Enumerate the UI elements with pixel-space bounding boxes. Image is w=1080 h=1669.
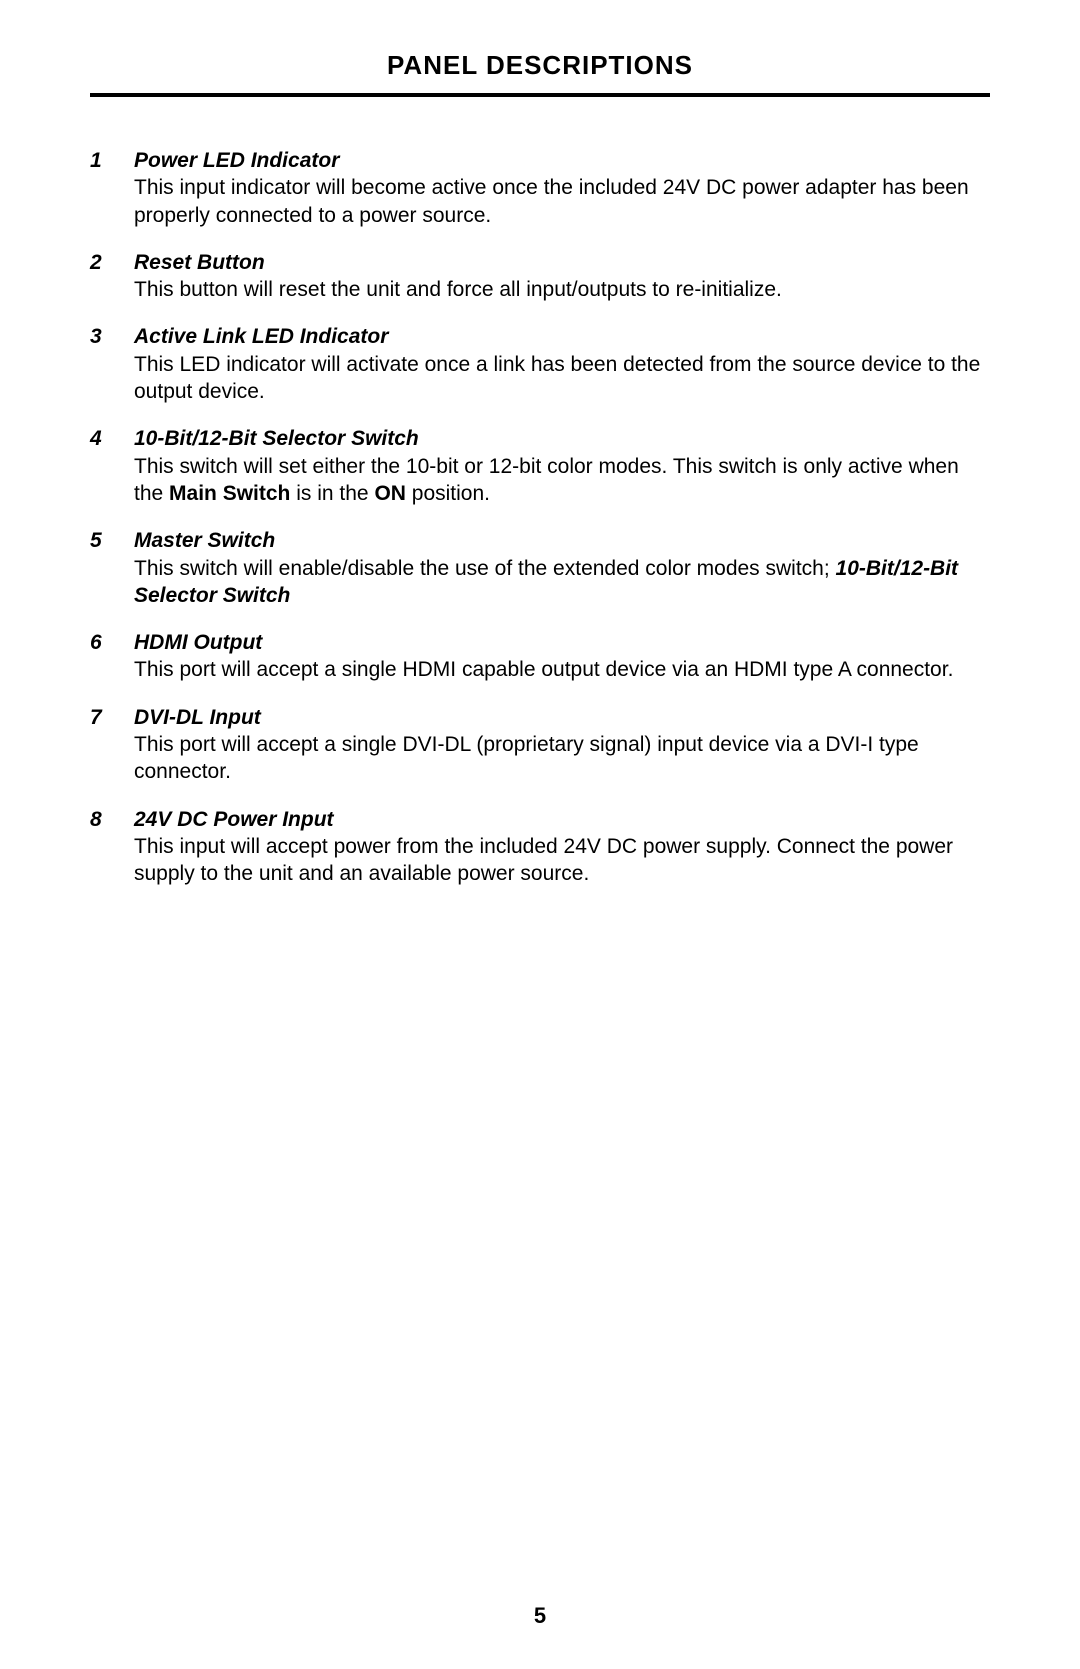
- item-title: Power LED Indicator: [134, 147, 990, 174]
- text-span: This port will accept a single DVI-DL (p…: [134, 733, 919, 783]
- item-number: 3: [90, 323, 134, 350]
- text-span: Main Switch: [169, 482, 290, 505]
- list-item: 410-Bit/12-Bit Selector SwitchThis switc…: [90, 425, 990, 507]
- item-body: Master Switch This switch will enable/dis…: [134, 527, 990, 609]
- item-number: 1: [90, 147, 134, 174]
- item-body: Active Link LED Indicator This LED indica…: [134, 323, 990, 405]
- item-description: This input will accept power from the in…: [134, 833, 990, 888]
- item-title: Reset Button: [134, 249, 990, 276]
- page-title: PANEL DESCRIPTIONS: [90, 50, 990, 93]
- title-rule: [90, 93, 990, 97]
- page-number: 5: [0, 1603, 1080, 1629]
- item-description: This port will accept a single DVI-DL (p…: [134, 731, 990, 786]
- list-item: 3Active Link LED Indicator This LED indic…: [90, 323, 990, 405]
- text-span: This switch will enable/disable the use …: [134, 557, 836, 580]
- text-span: This input will accept power from the in…: [134, 835, 953, 885]
- items-list: 1Power LED IndicatorThis input indicator…: [90, 147, 990, 888]
- item-title: 10-Bit/12-Bit Selector Switch: [134, 425, 990, 452]
- text-span: This input indicator will become active …: [134, 176, 969, 226]
- item-description: This button will reset the unit and forc…: [134, 276, 990, 303]
- item-description: This input indicator will become active …: [134, 174, 990, 229]
- text-span: is in the: [290, 482, 374, 505]
- item-number: 7: [90, 704, 134, 731]
- text-span: position.: [406, 482, 490, 505]
- item-description: This LED indicator will activate once a …: [134, 351, 990, 406]
- item-description: This switch will set either the 10-bit o…: [134, 453, 990, 508]
- item-title: DVI-DL Input: [134, 704, 990, 731]
- item-title: Master Switch: [134, 527, 990, 554]
- text-span: This button will reset the unit and forc…: [134, 278, 782, 301]
- item-number: 6: [90, 629, 134, 656]
- text-span: ON: [374, 482, 406, 505]
- list-item: 5Master Switch This switch will enable/di…: [90, 527, 990, 609]
- item-number: 2: [90, 249, 134, 276]
- list-item: 1Power LED IndicatorThis input indicator…: [90, 147, 990, 229]
- item-body: Reset ButtonThis button will reset the u…: [134, 249, 990, 304]
- list-item: 7DVI-DL InputThis port will accept a sin…: [90, 704, 990, 786]
- item-number: 4: [90, 425, 134, 452]
- item-title: HDMI Output: [134, 629, 990, 656]
- item-body: DVI-DL InputThis port will accept a sing…: [134, 704, 990, 786]
- item-body: HDMI OutputThis port will accept a singl…: [134, 629, 990, 684]
- text-span: This LED indicator will activate once a …: [134, 353, 980, 403]
- item-description: This port will accept a single HDMI capa…: [134, 656, 990, 683]
- item-number: 5: [90, 527, 134, 554]
- item-body: 10-Bit/12-Bit Selector SwitchThis switch…: [134, 425, 990, 507]
- list-item: 6HDMI OutputThis port will accept a sing…: [90, 629, 990, 684]
- item-description: This switch will enable/disable the use …: [134, 555, 990, 610]
- list-item: 2Reset ButtonThis button will reset the …: [90, 249, 990, 304]
- text-span: This port will accept a single HDMI capa…: [134, 658, 953, 681]
- item-body: 24V DC Power InputThis input will accept…: [134, 806, 990, 888]
- item-number: 8: [90, 806, 134, 833]
- item-body: Power LED IndicatorThis input indicator …: [134, 147, 990, 229]
- item-title: 24V DC Power Input: [134, 806, 990, 833]
- item-title: Active Link LED Indicator: [134, 323, 990, 350]
- list-item: 824V DC Power InputThis input will accep…: [90, 806, 990, 888]
